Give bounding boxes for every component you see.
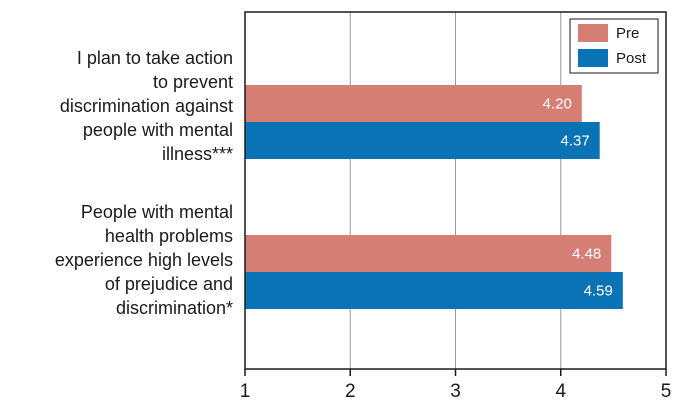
legend-swatch-post bbox=[578, 49, 608, 67]
legend-swatch-pre bbox=[578, 24, 608, 42]
category-label-line: of prejudice and bbox=[105, 274, 233, 294]
x-tick-label: 3 bbox=[450, 381, 461, 402]
category-label-line: people with mental bbox=[83, 120, 233, 140]
bar-value-label: 4.59 bbox=[584, 283, 613, 300]
x-tick-label: 5 bbox=[661, 381, 672, 402]
legend: Pre Post bbox=[569, 18, 659, 74]
category-labels: I plan to take action to prevent discrimin… bbox=[55, 48, 233, 318]
legend-label-pre: Pre bbox=[616, 25, 639, 42]
x-axis-ticks: 1 2 3 4 5 bbox=[240, 369, 672, 402]
category-label-line: People with mental bbox=[81, 202, 233, 222]
bar-value-label: 4.37 bbox=[560, 133, 589, 150]
bar-pre bbox=[245, 235, 612, 272]
category-label-line: to prevent bbox=[153, 72, 233, 92]
legend-label-post: Post bbox=[616, 50, 647, 67]
bar-value-label: 4.48 bbox=[572, 246, 601, 263]
bar-post bbox=[245, 272, 623, 309]
x-tick-label: 2 bbox=[345, 381, 356, 402]
category-label-line: experience high levels bbox=[55, 250, 233, 270]
category-label: I plan to take action to prevent discrimin… bbox=[60, 48, 233, 164]
x-tick-label: 4 bbox=[555, 381, 566, 402]
category-label-line: illness*** bbox=[162, 144, 233, 164]
bar-post bbox=[245, 122, 600, 159]
bars: 4.20 4.37 4.48 4.59 bbox=[245, 85, 623, 309]
bar-value-label: 4.20 bbox=[543, 96, 572, 113]
category-label-line: I plan to take action bbox=[77, 48, 233, 68]
bar-pre bbox=[245, 85, 582, 122]
x-tick-label: 1 bbox=[240, 381, 251, 402]
category-label-line: discrimination* bbox=[116, 298, 233, 318]
category-label: People with mental health problems experie… bbox=[55, 202, 233, 318]
grid-lines bbox=[349, 12, 562, 369]
category-label-line: discrimination against bbox=[60, 96, 233, 116]
category-label-line: health problems bbox=[105, 226, 233, 246]
